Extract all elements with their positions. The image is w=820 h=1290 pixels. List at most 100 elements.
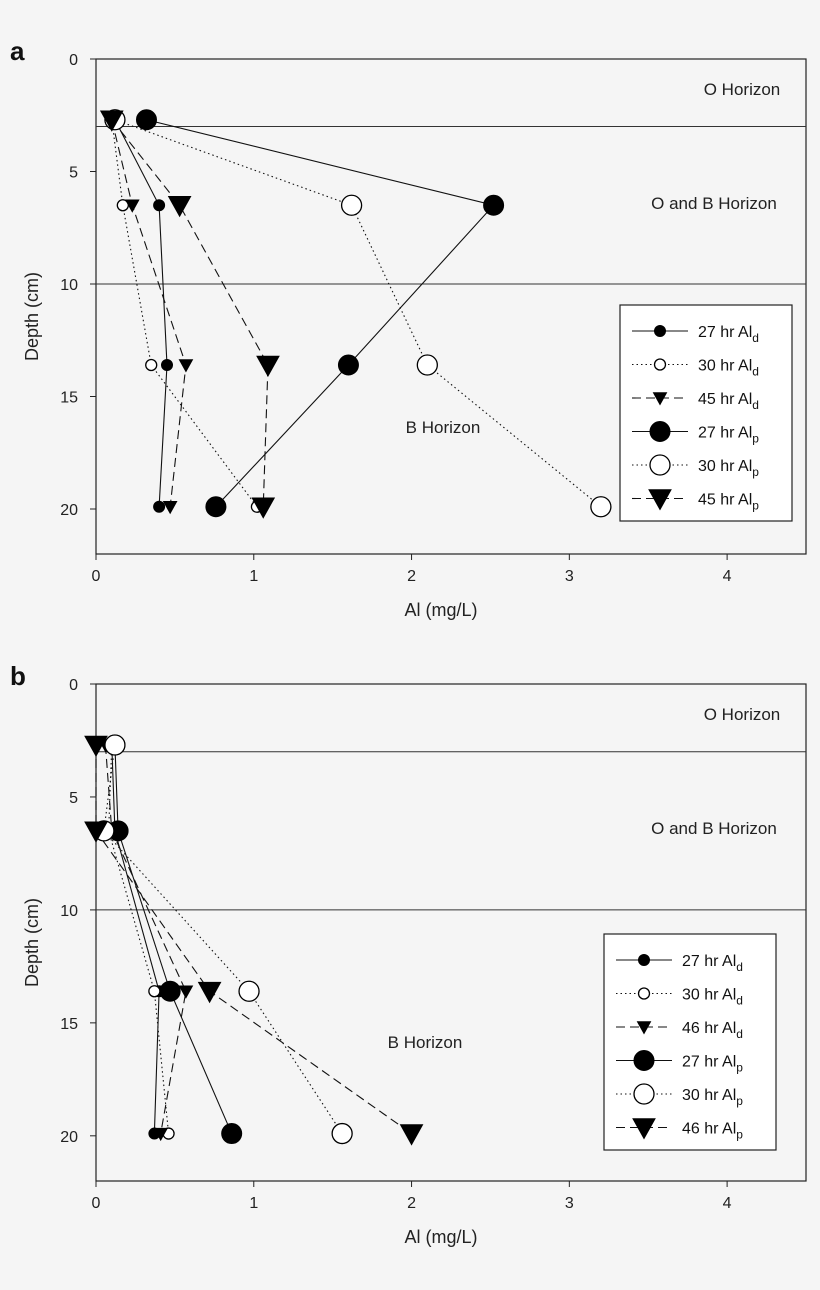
- y-tick-label: 0: [69, 677, 78, 694]
- x-tick-label: 1: [249, 568, 258, 585]
- legend-label-6: 45 hr Alp: [698, 492, 759, 513]
- legend: 27 hr Ald 30 hr Ald 45 hr Ald 27 hr Alp 30 h…: [619, 304, 793, 522]
- x-tick-label: 2: [407, 1195, 416, 1212]
- chart-panel-a: a 0 1 2 3 4 0 5 10 15 20 Al (mg/L) Depth (cm) O Horiz…: [10, 36, 807, 620]
- plot-frame: [95, 683, 807, 1182]
- series-6-point: [256, 355, 280, 378]
- legend-marker-3: [652, 392, 668, 406]
- horizon-label: B Horizon: [406, 418, 481, 437]
- x-tick-label: 0: [92, 1195, 101, 1212]
- series-6-point: [99, 110, 124, 132]
- series-3-point: [153, 1127, 169, 1142]
- legend-marker-1: [638, 954, 650, 966]
- legend-label-5: 30 hr Alp: [682, 1087, 743, 1108]
- y-tick-label: 5: [69, 165, 78, 182]
- y-tick-label: 10: [60, 903, 78, 920]
- series-5-point: [331, 1122, 353, 1145]
- x-tick-label: 1: [249, 1195, 258, 1212]
- legend-marker-3: [636, 1021, 652, 1035]
- series-4-point: [483, 194, 505, 216]
- series-6-point: [197, 981, 222, 1004]
- horizon-label: O Horizon: [704, 80, 781, 99]
- series-2-point: [148, 985, 161, 998]
- series-line-3: [111, 119, 187, 507]
- series-line-5: [114, 119, 602, 508]
- series-5-point: [590, 496, 612, 518]
- series-3-point: [178, 359, 194, 373]
- legend-label-2: 30 hr Ald: [682, 987, 743, 1008]
- x-tick-label: 3: [565, 568, 574, 585]
- legend-marker-5: [633, 1083, 655, 1105]
- series-5-point: [340, 194, 363, 216]
- legend-marker-2: [637, 987, 651, 1000]
- series-4-point: [337, 354, 359, 376]
- horizon-label: O and B Horizon: [651, 194, 777, 213]
- horizon-label: B Horizon: [388, 1033, 463, 1052]
- panel-letter: a: [10, 36, 25, 66]
- series-5-point: [104, 734, 126, 756]
- series-line-1: [114, 119, 168, 507]
- series-line-4: [146, 119, 495, 508]
- series-1-point: [153, 199, 166, 212]
- series-4-point: [221, 1123, 243, 1145]
- x-tick-label: 4: [723, 1195, 732, 1212]
- series-line-6: [95, 744, 412, 1135]
- legend-marker-4: [649, 421, 671, 442]
- y-tick-label: 0: [69, 52, 78, 69]
- legend-box: [603, 933, 777, 1151]
- legend-label-4: 27 hr Alp: [698, 425, 759, 446]
- legend-label-6: 46 hr Alp: [682, 1121, 743, 1142]
- series-1-point: [161, 359, 173, 371]
- legend-label-2: 30 hr Ald: [698, 358, 759, 379]
- series-6-point: [251, 497, 276, 519]
- x-tick-label: 3: [565, 1195, 574, 1212]
- legend-marker-5: [649, 454, 671, 476]
- x-tick-label: 0: [92, 568, 101, 585]
- legend-label-1: 27 hr Ald: [682, 953, 743, 974]
- y-axis-label: Depth (cm): [22, 272, 42, 361]
- series-5-point: [416, 354, 438, 376]
- series-3-point: [162, 501, 178, 515]
- horizon-label: O Horizon: [704, 705, 781, 724]
- legend-box: [619, 304, 793, 522]
- legend-marker-6: [648, 489, 672, 511]
- x-tick-label: 4: [723, 568, 732, 585]
- series-line-6: [111, 119, 269, 507]
- series-6-point: [84, 735, 108, 758]
- legend: 27 hr Ald 30 hr Ald 46 hr Ald 27 hr Alp 30 h…: [603, 933, 777, 1151]
- series-5-point: [238, 980, 260, 1002]
- y-tick-label: 10: [60, 277, 78, 294]
- series-4-point: [159, 980, 181, 1002]
- series-1-point: [153, 500, 166, 513]
- legend-marker-2: [653, 358, 667, 371]
- series-3-point: [124, 199, 140, 213]
- panel-letter: b: [10, 661, 26, 691]
- legend-marker-4: [633, 1050, 655, 1071]
- x-axis-label: Al (mg/L): [404, 1227, 477, 1247]
- horizon-label: O and B Horizon: [651, 819, 777, 838]
- series-line-4: [114, 744, 233, 1134]
- y-tick-label: 15: [60, 390, 78, 407]
- y-tick-label: 20: [60, 1129, 78, 1146]
- legend-label-5: 30 hr Alp: [698, 458, 759, 479]
- series-2-point: [145, 358, 158, 372]
- series-line-1: [111, 744, 160, 1134]
- series-4-point: [205, 496, 227, 518]
- x-axis-label: Al (mg/L): [404, 600, 477, 620]
- series-line-5: [103, 744, 343, 1134]
- series-6-point: [399, 1124, 424, 1146]
- series-3-point: [178, 985, 194, 999]
- legend-marker-6: [632, 1118, 656, 1140]
- plot-frame: [95, 58, 807, 555]
- series-line-3: [104, 744, 187, 1134]
- series-line-2: [108, 744, 170, 1134]
- legend-marker-1: [654, 325, 666, 337]
- legend-label-3: 46 hr Ald: [682, 1020, 743, 1041]
- y-tick-label: 5: [69, 790, 78, 807]
- series-6-point: [167, 195, 192, 218]
- series-line-2: [111, 119, 258, 508]
- y-axis-label: Depth (cm): [22, 898, 42, 987]
- y-tick-label: 15: [60, 1016, 78, 1033]
- series-6-point: [84, 821, 108, 843]
